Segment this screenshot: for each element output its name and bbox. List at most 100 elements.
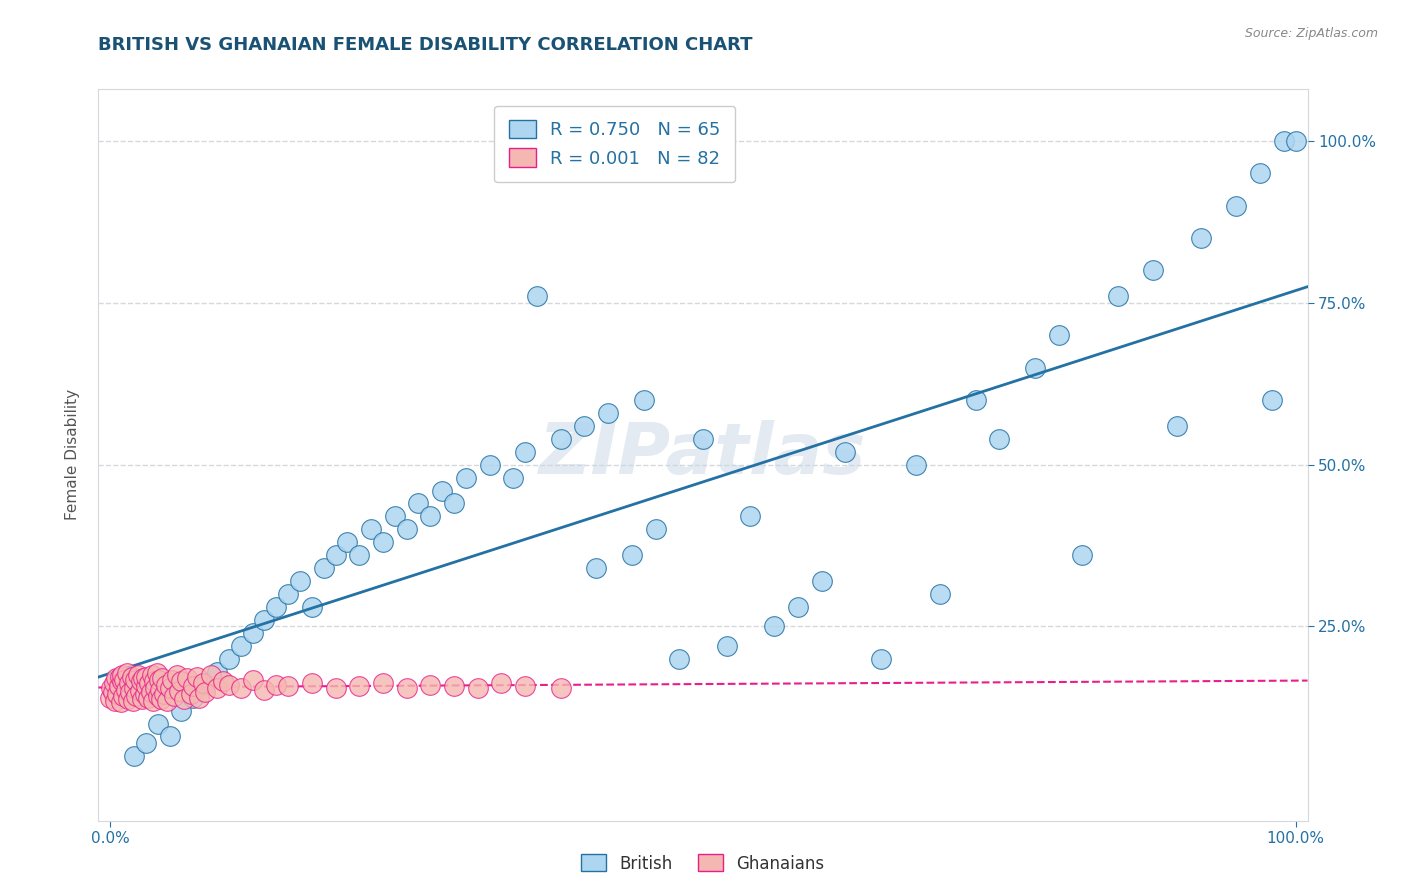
Point	[160, 673, 183, 687]
Point	[264, 678, 287, 692]
Point	[242, 626, 264, 640]
Point	[550, 432, 572, 446]
Point	[1166, 418, 1188, 433]
Point	[152, 671, 174, 685]
Point	[395, 522, 418, 536]
Point	[810, 574, 832, 589]
Point	[1285, 134, 1308, 148]
Point	[146, 716, 169, 731]
Point	[1107, 289, 1129, 303]
Point	[277, 587, 299, 601]
Point	[107, 679, 129, 693]
Point	[1261, 392, 1284, 407]
Point	[181, 690, 204, 705]
Point	[1225, 199, 1247, 213]
Point	[336, 535, 359, 549]
Point	[163, 690, 186, 704]
Point	[574, 418, 596, 433]
Point	[135, 736, 157, 750]
Point	[122, 681, 145, 695]
Point	[194, 685, 217, 699]
Point	[515, 679, 537, 693]
Point	[371, 676, 394, 690]
Point	[443, 679, 465, 693]
Point	[176, 671, 198, 685]
Text: BRITISH VS GHANAIAN FEMALE DISABILITY CORRELATION CHART: BRITISH VS GHANAIAN FEMALE DISABILITY CO…	[98, 36, 754, 54]
Point	[454, 470, 477, 484]
Point	[763, 619, 786, 633]
Point	[170, 674, 193, 689]
Point	[122, 748, 145, 763]
Point	[1071, 548, 1094, 562]
Point	[129, 674, 152, 689]
Point	[173, 692, 195, 706]
Point	[253, 613, 276, 627]
Point	[1189, 231, 1212, 245]
Point	[288, 574, 311, 589]
Point	[598, 406, 620, 420]
Point	[218, 652, 240, 666]
Point	[105, 687, 128, 701]
Point	[432, 483, 454, 498]
Point	[98, 690, 121, 705]
Point	[200, 668, 222, 682]
Point	[180, 687, 202, 701]
Point	[585, 561, 607, 575]
Point	[692, 432, 714, 446]
Point	[740, 509, 762, 524]
Point	[143, 681, 166, 695]
Point	[443, 496, 465, 510]
Point	[264, 600, 287, 615]
Point	[620, 548, 643, 562]
Y-axis label: Female Disability: Female Disability	[65, 389, 80, 521]
Point	[170, 704, 193, 718]
Point	[120, 685, 142, 699]
Point	[312, 561, 335, 575]
Point	[408, 496, 430, 510]
Point	[166, 668, 188, 682]
Point	[229, 681, 252, 695]
Point	[371, 535, 394, 549]
Point	[148, 673, 170, 687]
Point	[141, 668, 163, 682]
Point	[205, 665, 228, 679]
Point	[143, 674, 166, 689]
Point	[114, 673, 136, 687]
Point	[965, 392, 987, 407]
Point	[786, 600, 808, 615]
Point	[478, 458, 501, 472]
Point	[117, 692, 139, 706]
Point	[132, 671, 155, 685]
Point	[515, 444, 537, 458]
Text: Source: ZipAtlas.com: Source: ZipAtlas.com	[1244, 27, 1378, 40]
Point	[134, 687, 156, 701]
Point	[633, 392, 655, 407]
Point	[118, 675, 141, 690]
Point	[155, 678, 177, 692]
Point	[186, 670, 208, 684]
Point	[167, 684, 190, 698]
Point	[205, 681, 228, 695]
Point	[149, 682, 172, 697]
Point	[181, 679, 204, 693]
Point	[110, 695, 132, 709]
Point	[212, 674, 235, 689]
Point	[138, 675, 160, 690]
Point	[159, 730, 181, 744]
Point	[550, 681, 572, 695]
Point	[103, 676, 125, 690]
Point	[360, 522, 382, 536]
Point	[156, 694, 179, 708]
Point	[101, 685, 124, 699]
Point	[218, 678, 240, 692]
Point	[229, 639, 252, 653]
Point	[905, 458, 928, 472]
Point	[191, 675, 214, 690]
Point	[644, 522, 666, 536]
Point	[1047, 328, 1070, 343]
Point	[111, 668, 134, 682]
Point	[301, 600, 323, 615]
Point	[100, 681, 122, 695]
Point	[253, 682, 276, 697]
Point	[112, 690, 135, 704]
